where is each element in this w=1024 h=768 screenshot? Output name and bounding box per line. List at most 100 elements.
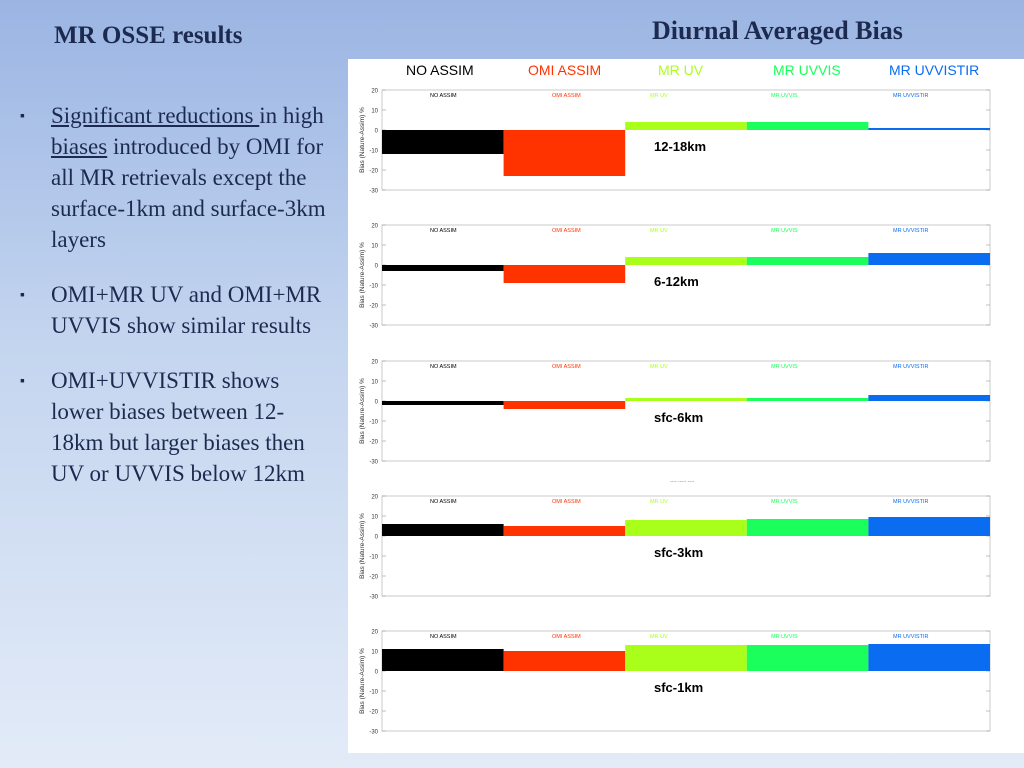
bullet-text: Significant reductions [51,103,260,128]
bar-no-assim [382,524,504,536]
inner-legend-label: NO ASSIM [430,634,457,640]
plot-frame [381,224,991,326]
layer-label: 6-12km [654,274,699,289]
bar-omi-assim [503,526,626,536]
legend-mr-uvvistir: MR UVVISTIR [889,62,980,78]
inner-legend-label: MR UV [650,499,668,505]
y-tick-label: -30 [369,595,378,601]
bar-no-assim [382,649,504,671]
y-tick-label: -10 [369,149,378,155]
y-tick-label: 0 [375,400,379,406]
bullet-list: ▪ Significant reductions in high biases i… [20,100,330,513]
y-tick-label: 20 [371,89,378,95]
bar-mr-uvvis [746,398,869,401]
bullet-text: OMI+MR UV and OMI+MR UVVIS show similar … [51,282,322,338]
inner-legend-label: OMI ASSIM [552,228,581,234]
chart-heading: Diurnal Averaged Bias [652,16,903,45]
separator-text: ---- ----- ---- [670,479,695,485]
y-tick-label: 10 [371,244,378,250]
y-tick-label: 10 [371,380,378,386]
y-tick-label: 20 [371,630,378,636]
bar-omi-assim [503,265,626,283]
bullet-marker-icon: ▪ [20,288,25,303]
y-axis-label: Bias (Nature-Assim) % [359,107,366,173]
bullet-item: ▪ Significant reductions in high biases i… [20,100,330,255]
y-axis-label: Bias (Nature-Assim) % [359,242,366,308]
bullet-text: introduced by OMI for all MR retrievals … [51,134,326,252]
inner-legend-label: MR UVVISTIR [893,93,928,99]
bullet-item: ▪ OMI+UVVISTIR shows lower biases between… [20,365,330,489]
bar-no-assim [382,130,504,154]
inner-legend-label: NO ASSIM [430,499,457,505]
bar-mr-uvvistir [868,517,990,536]
y-tick-label: 20 [371,224,378,230]
y-tick-label: -30 [369,189,378,195]
inner-legend-label: NO ASSIM [430,93,457,99]
bar-omi-assim [503,130,626,176]
slide-title: MR OSSE results [54,22,243,49]
y-tick-label: -30 [369,324,378,330]
bar-mr-uvvistir [868,644,990,671]
y-tick-label: 10 [371,109,378,115]
bar-mr-uvvis [746,122,869,130]
bar-omi-assim [503,651,626,671]
y-tick-label: -10 [369,555,378,561]
y-tick-label: 0 [375,670,379,676]
inner-legend-label: MR UVVIS [771,93,798,99]
bar-mr-uv [625,520,747,536]
y-axis-label: Bias (Nature-Assim) % [359,513,366,579]
legend-mr-uv: MR UV [658,62,704,78]
inner-legend-label: MR UVVISTIR [893,228,928,234]
y-tick-label: 0 [375,129,379,135]
y-tick-label: 20 [371,495,378,501]
bullet-item: ▪ OMI+MR UV and OMI+MR UVVIS show similar… [20,279,330,341]
bar-mr-uvvistir [868,253,990,265]
bar-mr-uv [625,398,747,401]
layer-label: sfc-1km [654,680,703,695]
y-tick-label: -20 [369,710,378,716]
bullet-text: OMI+UVVISTIR shows lower biases between … [51,368,305,486]
bullet-text: in high [259,103,324,128]
bar-mr-uvvistir [868,395,990,401]
bullet-text: biases [51,134,108,159]
inner-legend-label: MR UVVIS [771,228,798,234]
bar-no-assim [382,265,504,271]
y-tick-label: -10 [369,420,378,426]
y-tick-label: -20 [369,575,378,581]
bullet-marker-icon: ▪ [20,109,25,124]
layer-label: sfc-6km [654,410,703,425]
inner-legend-label: MR UV [650,634,668,640]
inner-legend-label: NO ASSIM [430,228,457,234]
inner-legend-label: MR UVVIS [771,364,798,370]
layer-label: 12-18km [654,139,706,154]
y-tick-label: 10 [371,515,378,521]
bullet-marker-icon: ▪ [20,374,25,389]
y-tick-label: -30 [369,730,378,736]
y-tick-label: -10 [369,284,378,290]
y-tick-label: 0 [375,535,379,541]
y-tick-label: -20 [369,304,378,310]
y-axis-label: Bias (Nature-Assim) % [359,378,366,444]
chart-panel: NO ASSIM OMI ASSIM MR UV MR UVVIS MR UVV… [348,59,1024,753]
bar-mr-uv [625,645,747,671]
inner-legend-label: OMI ASSIM [552,93,581,99]
bar-mr-uvvis [746,519,869,536]
y-tick-label: 10 [371,650,378,656]
y-tick-label: -30 [369,460,378,466]
layer-label: sfc-3km [654,545,703,560]
bar-mr-uvvis [746,257,869,265]
y-tick-label: -20 [369,169,378,175]
y-tick-label: 20 [371,360,378,366]
bar-no-assim [382,401,504,405]
legend-no-assim: NO ASSIM [406,62,474,78]
y-tick-label: -10 [369,690,378,696]
plot-frame [381,495,991,597]
inner-legend-label: MR UVVIS [771,499,798,505]
legend-omi-assim: OMI ASSIM [528,62,602,78]
inner-legend-label: MR UV [650,93,668,99]
inner-legend-label: NO ASSIM [430,364,457,370]
inner-legend-label: OMI ASSIM [552,499,581,505]
inner-legend-label: MR UV [650,228,668,234]
bar-mr-uvvistir [868,128,990,130]
bar-mr-uvvis [746,645,869,671]
